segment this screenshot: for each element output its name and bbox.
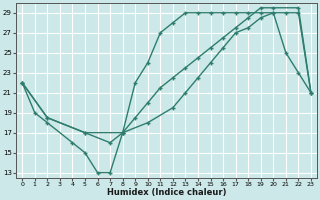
X-axis label: Humidex (Indice chaleur): Humidex (Indice chaleur) (107, 188, 226, 197)
